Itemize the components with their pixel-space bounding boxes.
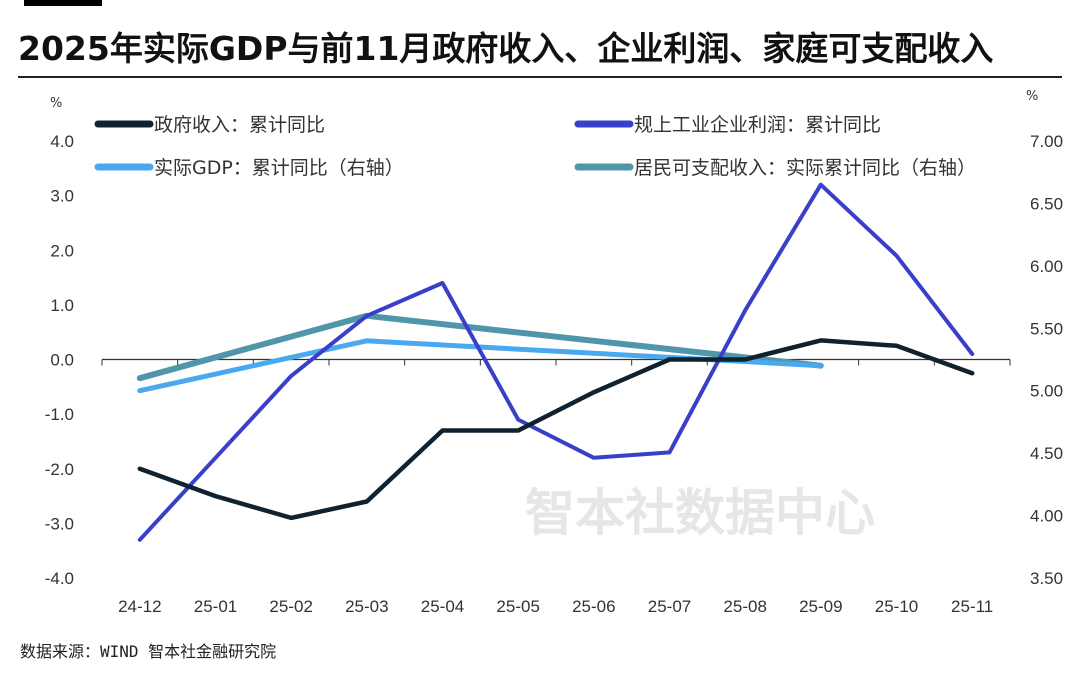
left-axis-unit: % [50, 96, 62, 111]
x-tick-label: 25-11 [951, 597, 993, 616]
series-line-gov-revenue [137, 338, 975, 521]
legend-label: 规上工业企业利润：累计同比 [634, 114, 881, 136]
left-tick-label: -2.0 [45, 460, 74, 479]
x-tick-label: 24-12 [118, 597, 161, 616]
x-tick-label: 25-08 [723, 597, 766, 616]
x-tick-label: 25-10 [875, 597, 918, 616]
data-source: 数据来源：WIND 智本社金融研究院 [20, 642, 277, 661]
series-line-disposable-income [136, 312, 824, 382]
legend-label: 实际GDP：累计同比（右轴） [154, 157, 404, 179]
x-tick-label: 25-01 [194, 597, 237, 616]
x-tick-label: 25-03 [345, 597, 388, 616]
x-tick-label: 25-09 [799, 597, 842, 616]
left-tick-label: 3.0 [50, 187, 74, 206]
right-tick-label: 6.00 [1030, 257, 1063, 276]
chart-title: 2025年实际GDP与前11月政府收入、企业利润、家庭可支配收入 [18, 29, 994, 68]
watermark-text: 智本社数据中心 [525, 484, 875, 542]
left-tick-label: 0.0 [50, 351, 74, 370]
right-tick-label: 5.50 [1030, 319, 1063, 338]
right-tick-label: 7.00 [1030, 132, 1063, 151]
right-axis-unit: % [1026, 89, 1038, 104]
right-tick-label: 4.00 [1030, 507, 1063, 526]
left-tick-label: 1.0 [50, 296, 74, 315]
right-tick-label: 3.50 [1030, 569, 1063, 588]
legend-label: 居民可支配收入：实际累计同比（右轴） [634, 157, 976, 179]
left-tick-label: 2.0 [50, 241, 74, 260]
left-tick-label: -4.0 [45, 569, 74, 588]
right-tick-label: 6.50 [1030, 194, 1063, 213]
x-tick-label: 25-02 [269, 597, 312, 616]
x-tick-label: 25-07 [648, 597, 691, 616]
right-tick-label: 4.50 [1030, 444, 1063, 463]
left-tick-label: 4.0 [50, 132, 74, 151]
title-divider [18, 76, 1062, 78]
x-tick-label: 25-04 [421, 597, 464, 616]
x-tick-label: 25-06 [572, 597, 615, 616]
left-tick-label: -3.0 [45, 514, 74, 533]
title-accent-bar [24, 0, 102, 6]
series-line-industrial-profit [137, 182, 975, 542]
x-tick-label: 25-05 [496, 597, 539, 616]
left-tick-label: -1.0 [45, 405, 74, 424]
legend-label: 政府收入：累计同比 [154, 114, 325, 136]
right-tick-label: 5.00 [1030, 382, 1063, 401]
